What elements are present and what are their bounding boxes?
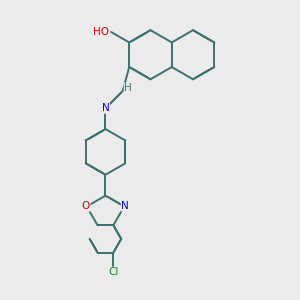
- Text: N: N: [121, 201, 129, 211]
- Text: Cl: Cl: [108, 267, 118, 277]
- Text: HO: HO: [93, 27, 109, 37]
- Text: H: H: [124, 83, 132, 93]
- Text: N: N: [102, 103, 109, 113]
- Text: O: O: [82, 201, 90, 211]
